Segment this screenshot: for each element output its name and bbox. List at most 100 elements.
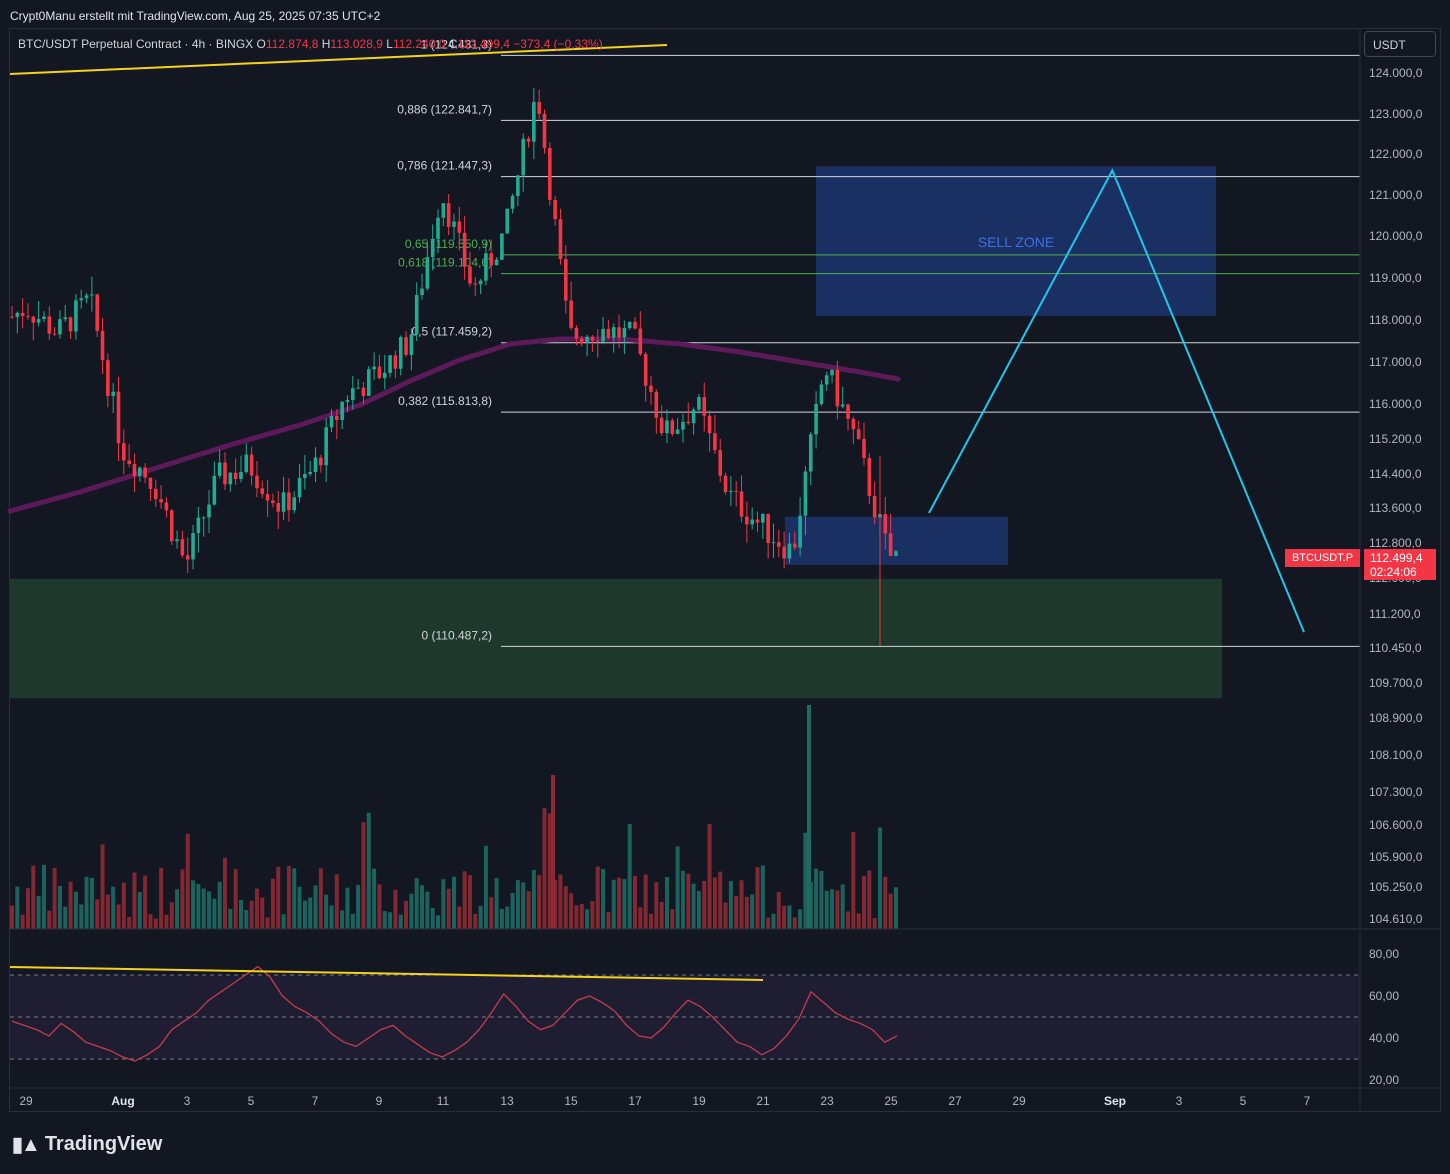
candle-body <box>345 399 350 402</box>
candle-body <box>430 238 435 258</box>
volume-bar <box>457 906 462 929</box>
volume-bar <box>622 879 627 929</box>
price-tick-label: 109.700,0 <box>1369 676 1423 690</box>
volume-bar <box>739 880 744 929</box>
candle-body <box>734 490 738 492</box>
candle-body <box>729 490 733 493</box>
volume-bar <box>148 914 153 929</box>
volume-bar <box>680 870 685 929</box>
change-value: −373,4 (−0,33%) <box>513 37 603 51</box>
volume-bar <box>388 912 393 929</box>
volume-bar <box>893 887 898 929</box>
candle-body <box>473 283 478 285</box>
candle-body <box>116 391 121 444</box>
candle-body <box>239 472 243 480</box>
volume-bar <box>467 875 472 929</box>
volume-bar <box>201 888 206 929</box>
volume-bar <box>446 888 451 929</box>
candle-body <box>489 253 494 266</box>
price-tick-label: 113.600,0 <box>1369 501 1422 515</box>
candle-body <box>819 384 824 404</box>
volume-bar <box>420 885 425 929</box>
volume-bar <box>180 869 185 929</box>
candle-body <box>20 312 25 316</box>
candle-body <box>308 472 312 474</box>
candle-body <box>111 391 115 397</box>
fib-label: 0,382 (115.813,8) <box>398 394 492 408</box>
volume-bar <box>68 881 73 929</box>
candle-body <box>58 319 62 335</box>
candle-body <box>74 300 78 332</box>
rsi-line <box>11 965 898 1062</box>
tradingview-logo-text: TradingView <box>44 1133 163 1155</box>
time-tick-label: 17 <box>628 1094 642 1108</box>
candle-body <box>872 495 877 518</box>
low-value: 112.240,0 <box>392 37 446 51</box>
time-tick-label: 7 <box>312 1094 319 1108</box>
volume-bar <box>254 888 259 929</box>
candle-body <box>127 460 131 465</box>
volume-bar <box>15 886 20 929</box>
volume-bar <box>47 910 52 929</box>
volume-bar <box>404 900 409 929</box>
volume-bar <box>297 886 302 929</box>
price-tick-label: 106.600,0 <box>1369 818 1423 832</box>
time-tick-label: 9 <box>376 1094 383 1108</box>
candle-body <box>201 517 206 519</box>
candle-body <box>164 502 169 511</box>
volume-bar <box>872 917 877 929</box>
rsi-pane: 80,00 60,00 40,00 20,00 <box>9 928 1440 1087</box>
volume-bar <box>851 831 856 929</box>
volume-bar <box>611 879 616 929</box>
time-tick-label: 11 <box>437 1094 450 1108</box>
candle-body <box>606 328 611 338</box>
candle-body <box>169 510 174 542</box>
candle-body <box>670 420 675 434</box>
candle-body <box>63 317 68 320</box>
candle-body <box>138 467 142 477</box>
candle-body <box>622 328 627 338</box>
volume-bar <box>20 914 25 929</box>
candle-body <box>372 366 376 370</box>
volume-bar <box>249 900 254 929</box>
candle-body <box>590 336 595 341</box>
volume-bar <box>223 857 227 929</box>
volume-bar <box>260 897 265 929</box>
candle-body <box>409 334 414 355</box>
chart-attribution: Crypt0Manu erstellt mit TradingView.com,… <box>10 9 381 23</box>
volume-bar <box>185 833 190 929</box>
candle-body <box>601 328 605 342</box>
volume-bar <box>846 911 851 929</box>
candle-body <box>106 360 110 397</box>
candle-body <box>377 366 382 379</box>
time-tick-label: 3 <box>1176 1094 1183 1108</box>
volume-bar <box>169 902 174 929</box>
volume-bar <box>366 812 371 929</box>
currency-button[interactable]: USDT <box>1364 31 1436 57</box>
candle-body <box>47 316 52 334</box>
price-tick-label: 118.000,0 <box>1369 313 1422 327</box>
volume-bar <box>792 917 797 929</box>
symbol-legend: BTC/USDT Perpetual Contract · 4h · BINGX… <box>18 37 603 51</box>
tradingview-logo-icon: ▮▲ <box>12 1134 41 1156</box>
price-tick-label: 105.900,0 <box>1369 850 1423 864</box>
candle-body <box>313 457 318 473</box>
candle-body <box>457 221 462 233</box>
candle-body <box>303 473 307 478</box>
volume-bar <box>542 808 547 929</box>
volume-bar <box>595 866 600 929</box>
volume-bar <box>551 775 555 929</box>
volume-bar <box>643 874 648 929</box>
candle-body <box>691 409 696 424</box>
candle-body <box>207 504 211 518</box>
volume-bar <box>483 845 488 929</box>
tradingview-logo[interactable]: ▮▲ TradingView <box>12 1132 162 1157</box>
candle-body <box>665 420 669 434</box>
candle-body <box>723 475 728 493</box>
volume-bar <box>292 868 297 929</box>
candle-body <box>95 294 99 331</box>
time-tick-label: 15 <box>564 1094 578 1108</box>
candle-body <box>462 232 467 267</box>
candle-body <box>633 321 637 329</box>
